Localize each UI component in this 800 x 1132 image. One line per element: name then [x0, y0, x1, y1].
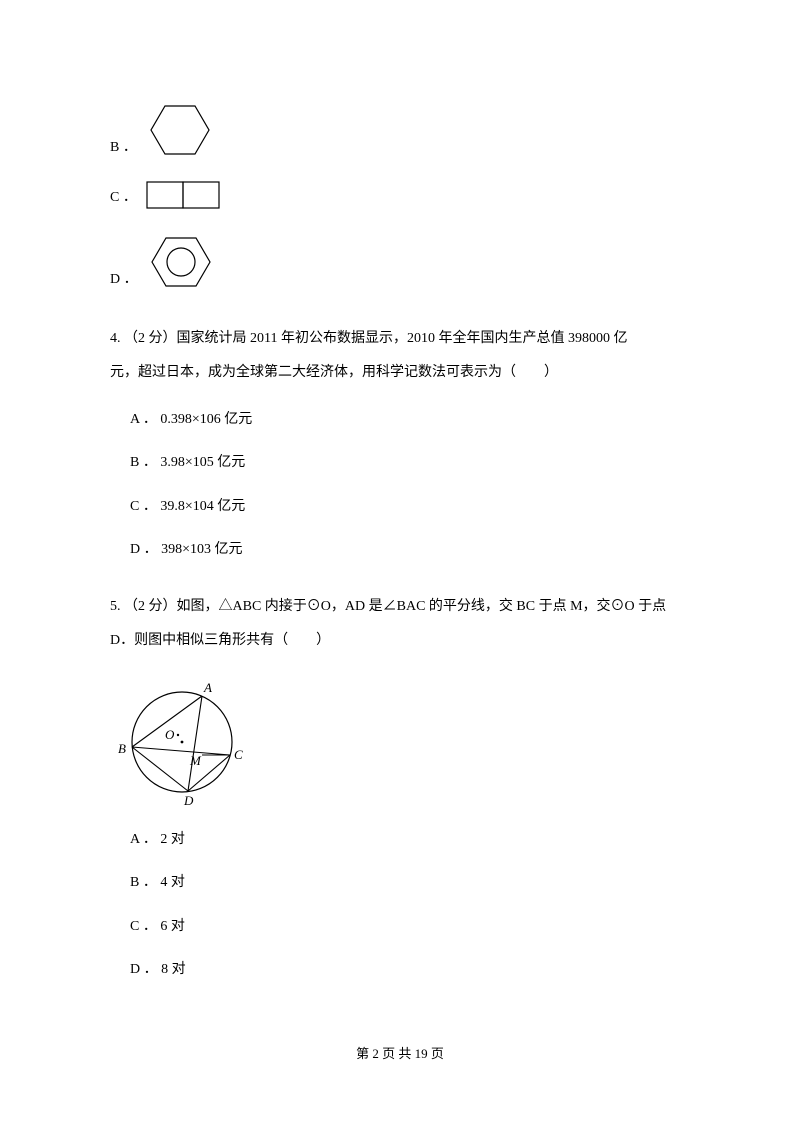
document-page: B ． C ． D ． 4. （2 分）国家统计局 2011 年初公布数据显示，… [0, 0, 800, 1105]
q4-opt-d: D ． 398×103 亿元 [130, 537, 710, 562]
option-d-row: D ． [110, 230, 710, 294]
circle-triangle-diagram: A B C D M O [110, 677, 260, 807]
label-O: O [165, 727, 175, 742]
option-label-b: B ． [110, 135, 137, 162]
q5-line1: 5. （2 分）如图，△ABC 内接于⊙O，AD 是∠BAC 的平分线，交 BC… [110, 599, 666, 614]
option-c-row: C ． [110, 180, 710, 212]
q5-block: 5. （2 分）如图，△ABC 内接于⊙O，AD 是∠BAC 的平分线，交 BC… [110, 590, 710, 657]
q4-opt-b: B ． 3.98×105 亿元 [130, 450, 710, 475]
q4-opt-a: A ． 0.398×106 亿元 [130, 407, 710, 432]
q4-block: 4. （2 分）国家统计局 2011 年初公布数据显示，2010 年全年国内生产… [110, 322, 710, 389]
q5-opt-d: D ． 8 对 [130, 957, 710, 982]
label-D: D [183, 793, 194, 807]
q5-opt-b: B ． 4 对 [130, 870, 710, 895]
option-label-c: C ． [110, 185, 137, 212]
hexagon-shape [145, 98, 215, 162]
q4-line2: 元，超过日本，成为全球第二大经济体，用科学记数法可表示为（ ） [110, 365, 558, 380]
label-C: C [234, 747, 243, 762]
q5-opt-c: C ． 6 对 [130, 914, 710, 939]
label-A: A [203, 680, 212, 695]
double-square-shape [145, 180, 225, 212]
q5-line2: D．则图中相似三角形共有（ ） [110, 633, 330, 648]
label-B: B [118, 741, 126, 756]
q4-opt-c: C ． 39.8×104 亿元 [130, 494, 710, 519]
page-footer: 第 2 页 共 19 页 [90, 1042, 710, 1065]
option-label-d: D ． [110, 267, 138, 294]
label-M: M [189, 753, 202, 768]
hexagon-circle-shape [146, 230, 216, 294]
q5-opt-a: A ． 2 对 [130, 827, 710, 852]
q4-line1: 4. （2 分）国家统计局 2011 年初公布数据显示，2010 年全年国内生产… [110, 331, 627, 346]
q5-diagram: A B C D M O [110, 677, 710, 807]
option-b-row: B ． [110, 98, 710, 162]
